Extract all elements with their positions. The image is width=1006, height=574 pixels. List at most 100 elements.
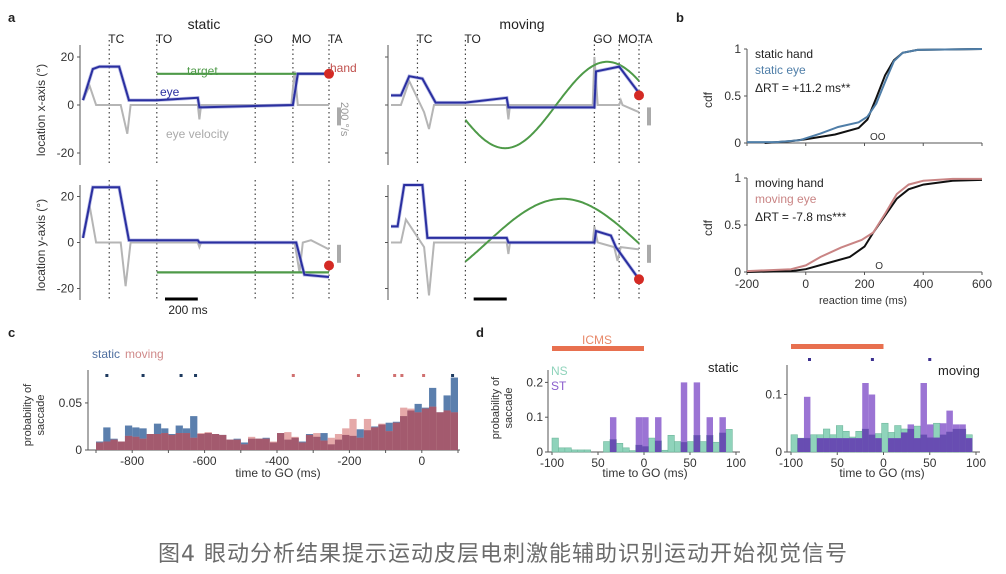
sig-marker-moving	[291, 374, 295, 377]
bar-overlap	[816, 438, 824, 452]
bar-ns	[558, 447, 566, 453]
sig-marker-static	[451, 374, 455, 377]
bar-overlap	[392, 422, 401, 450]
x-tick-label: -800	[120, 454, 144, 468]
event-label: GO	[254, 32, 273, 46]
xlabel-time-to-go-d-static: time to GO (ms)	[602, 466, 687, 480]
bar-overlap	[407, 410, 415, 450]
bar-overlap	[933, 437, 940, 452]
y-tick-label: 0	[75, 443, 82, 457]
x-tick-label: 0	[880, 456, 887, 470]
icms-bar	[791, 344, 884, 349]
bar-overlap	[421, 408, 430, 450]
bar-overlap	[269, 442, 277, 450]
x-tick-label: 50	[923, 456, 937, 470]
event-label: TA	[638, 32, 652, 46]
bar-ns	[616, 442, 624, 453]
bar-overlap	[139, 438, 147, 450]
xlabel-time-to-go-d-moving: time to GO (ms)	[839, 466, 924, 480]
y-tick-label: 0	[734, 136, 741, 150]
target-line	[464, 60, 640, 150]
bar-ns	[661, 449, 669, 453]
label-hand: hand	[330, 61, 357, 75]
event-label: TO	[156, 32, 172, 46]
legend-moving-eye: moving eye	[755, 192, 817, 206]
bar-overlap	[842, 438, 850, 452]
event-label: TC	[416, 32, 432, 46]
bar-overlap	[211, 434, 220, 450]
bar-static	[103, 427, 111, 450]
legend-static-eye: static eye	[755, 63, 806, 77]
bar-overlap	[110, 439, 118, 450]
bar-overlap	[96, 442, 104, 450]
bar-overlap	[334, 439, 343, 450]
bar-st	[862, 383, 869, 452]
bar-overlap	[719, 432, 726, 452]
bar-overlap	[124, 435, 133, 450]
bar-ns	[583, 449, 591, 453]
bar-overlap	[117, 441, 125, 450]
bar-overlap	[146, 434, 154, 450]
y-tick-label: -20	[57, 282, 75, 296]
annotation-drt-static: ΔRT = +11.2 ms**	[755, 81, 851, 95]
cdf-line-moving-eye	[746, 177, 982, 273]
bar-overlap	[907, 429, 915, 452]
xlabel-reaction-time: reaction time (ms)	[819, 295, 907, 307]
cdf-line-static-eye	[747, 48, 983, 144]
bar-overlap	[371, 427, 379, 450]
chart-c-histogram: 0 0.05 -800 -600 -400 -200 0	[59, 370, 460, 468]
bar-ns	[699, 441, 707, 453]
bar-overlap	[946, 431, 953, 452]
x-tick-label: 600	[972, 277, 992, 291]
eye-line	[391, 184, 640, 280]
bar-ns	[674, 441, 682, 453]
bar-ns	[712, 441, 720, 453]
velocity-scale-bar	[647, 107, 651, 126]
median-marker: O	[875, 261, 883, 272]
label-time-scale: 200 ms	[168, 303, 207, 317]
x-tick-label: 0	[641, 456, 648, 470]
bar-overlap	[255, 438, 263, 450]
bar-overlap	[161, 433, 169, 450]
label-eye: eye	[160, 85, 180, 99]
bar-overlap	[436, 412, 444, 450]
legend-st: ST	[551, 379, 567, 393]
bar-overlap	[240, 444, 249, 450]
bar-overlap	[349, 435, 357, 450]
bar-ns	[564, 447, 572, 453]
velocity-scale-bar	[337, 244, 341, 263]
bar-overlap	[313, 436, 321, 450]
bar-ns	[881, 422, 889, 453]
sig-marker-static	[179, 374, 183, 377]
bar-overlap	[642, 446, 649, 452]
label-target: target	[187, 64, 218, 78]
eye-line-halo	[391, 64, 641, 110]
bar-overlap	[680, 442, 688, 452]
bar-overlap	[204, 433, 212, 450]
median-marker: OO	[870, 132, 886, 143]
title-static: static	[188, 16, 221, 32]
bar-overlap	[327, 444, 335, 450]
bar-overlap	[197, 434, 205, 450]
y-tick-label: 0	[67, 98, 74, 112]
sig-marker-static	[194, 374, 198, 377]
title-moving: moving	[499, 16, 544, 32]
x-tick-label: 100	[966, 456, 986, 470]
x-tick-label: 400	[913, 277, 933, 291]
bar-st	[635, 417, 643, 452]
label-velocity-scale: 200 °/s	[338, 102, 350, 137]
bar-overlap	[836, 438, 843, 452]
eye-line-halo	[81, 185, 330, 279]
hand-marker	[324, 260, 334, 271]
bar-overlap	[855, 438, 863, 452]
bar-overlap	[829, 438, 837, 452]
sig-marker-moving	[393, 374, 397, 377]
bar-overlap	[862, 429, 869, 452]
x-tick-label: -200	[735, 277, 759, 291]
hand-marker	[634, 274, 644, 285]
ylabel-prob-d-line2: saccade	[503, 388, 515, 429]
bar-overlap	[914, 438, 921, 452]
bar-overlap	[320, 440, 328, 450]
y-tick-label: -20	[57, 146, 75, 160]
bar-moving	[327, 437, 335, 450]
